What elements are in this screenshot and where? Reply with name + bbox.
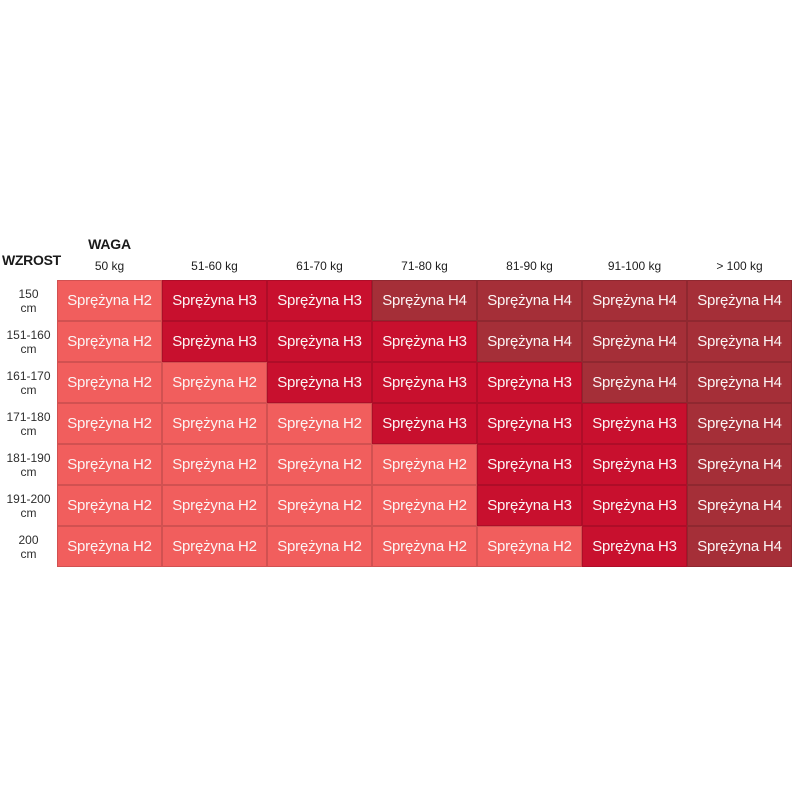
chart-grid: WAGA WZROST 50 kg 51-60 kg 61-70 kg 71-80 k… <box>0 236 792 567</box>
spring-cell: Sprężyna H3 <box>582 526 687 567</box>
spring-cell: Sprężyna H3 <box>477 485 582 526</box>
spring-cell: Sprężyna H4 <box>582 280 687 321</box>
height-row-label: 161-170 cm <box>6 368 51 397</box>
spring-cell: Sprężyna H3 <box>372 403 477 444</box>
height-row-label: 181-190 cm <box>6 450 51 479</box>
weight-column-header: 51-60 kg <box>191 259 238 273</box>
spring-cell: Sprężyna H2 <box>372 444 477 485</box>
height-row-label: 150 cm <box>18 286 39 315</box>
height-row-label: 191-200 cm <box>6 491 51 520</box>
spring-cell: Sprężyna H3 <box>477 403 582 444</box>
spring-cell: Sprężyna H4 <box>687 280 792 321</box>
spring-cell: Sprężyna H4 <box>582 362 687 403</box>
spring-cell: Sprężyna H2 <box>372 526 477 567</box>
spring-cell: Sprężyna H2 <box>57 526 162 567</box>
weight-column-header: > 100 kg <box>716 259 763 273</box>
spring-cell: Sprężyna H3 <box>267 362 372 403</box>
spring-cell: Sprężyna H4 <box>372 280 477 321</box>
weight-column-header: 61-70 kg <box>296 259 343 273</box>
weight-column-header: 91-100 kg <box>607 259 662 273</box>
spring-cell: Sprężyna H2 <box>477 526 582 567</box>
height-row-label: 200 cm <box>18 532 39 561</box>
spring-cell: Sprężyna H3 <box>372 362 477 403</box>
spring-cell: Sprężyna H4 <box>687 362 792 403</box>
spring-cell: Sprężyna H3 <box>582 485 687 526</box>
spring-cell: Sprężyna H4 <box>687 485 792 526</box>
spring-cell: Sprężyna H3 <box>372 321 477 362</box>
spring-cell: Sprężyna H2 <box>372 485 477 526</box>
spring-cell: Sprężyna H4 <box>687 321 792 362</box>
spring-cell: Sprężyna H2 <box>267 444 372 485</box>
spring-cell: Sprężyna H4 <box>477 321 582 362</box>
spring-cell: Sprężyna H2 <box>57 485 162 526</box>
spring-cell: Sprężyna H3 <box>267 280 372 321</box>
weight-column-header: 81-90 kg <box>506 259 553 273</box>
spring-cell: Sprężyna H4 <box>582 321 687 362</box>
spring-cell: Sprężyna H3 <box>162 321 267 362</box>
spring-cell: Sprężyna H3 <box>162 280 267 321</box>
spring-cell: Sprężyna H2 <box>162 403 267 444</box>
spring-cell: Sprężyna H3 <box>582 444 687 485</box>
weight-axis-title: WAGA <box>88 236 131 252</box>
spring-cell: Sprężyna H3 <box>477 362 582 403</box>
height-row-label: 171-180 cm <box>6 409 51 438</box>
spring-cell: Sprężyna H2 <box>57 362 162 403</box>
spring-cell: Sprężyna H4 <box>687 526 792 567</box>
spring-cell: Sprężyna H2 <box>267 485 372 526</box>
spring-cell: Sprężyna H2 <box>57 280 162 321</box>
spring-cell: Sprężyna H3 <box>477 444 582 485</box>
spring-cell: Sprężyna H4 <box>477 280 582 321</box>
spring-cell: Sprężyna H2 <box>267 403 372 444</box>
weight-column-header: 71-80 kg <box>401 259 448 273</box>
spring-cell: Sprężyna H3 <box>267 321 372 362</box>
spring-cell: Sprężyna H4 <box>687 444 792 485</box>
spring-cell: Sprężyna H3 <box>582 403 687 444</box>
height-axis-title: WZROST <box>2 252 61 268</box>
spring-cell: Sprężyna H2 <box>162 485 267 526</box>
spring-cell: Sprężyna H2 <box>162 526 267 567</box>
weight-column-header: 50 kg <box>94 259 125 273</box>
spring-cell: Sprężyna H2 <box>57 403 162 444</box>
spring-cell: Sprężyna H2 <box>162 362 267 403</box>
height-row-label: 151-160 cm <box>6 327 51 356</box>
spring-cell: Sprężyna H2 <box>162 444 267 485</box>
spring-cell: Sprężyna H2 <box>57 444 162 485</box>
spring-cell: Sprężyna H2 <box>267 526 372 567</box>
spring-cell: Sprężyna H4 <box>687 403 792 444</box>
spring-cell: Sprężyna H2 <box>57 321 162 362</box>
